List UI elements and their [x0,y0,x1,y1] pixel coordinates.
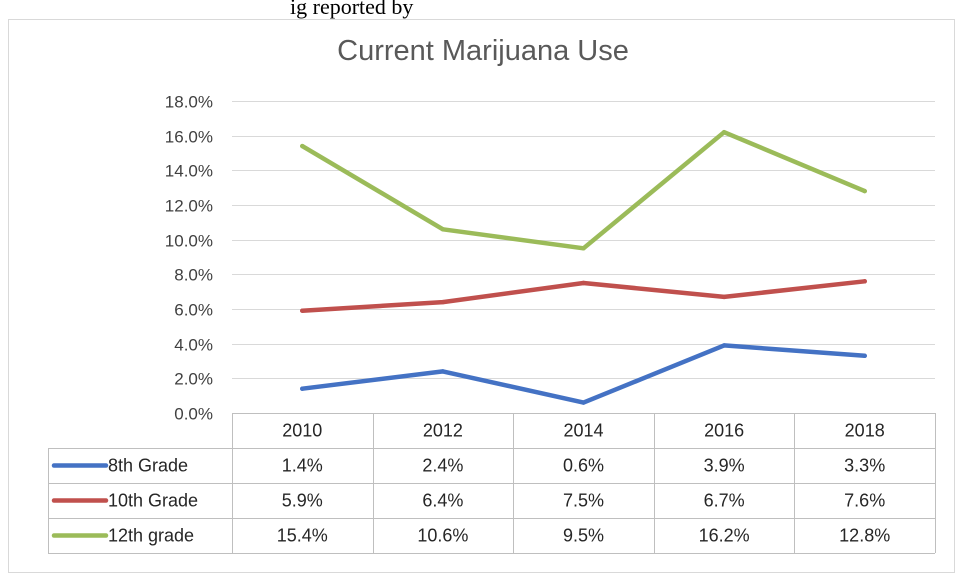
x-category-label: 2012 [423,421,463,441]
data-value-cell: 9.5% [563,526,604,546]
y-tick-label: 14.0% [165,162,213,181]
data-table: 2010 2012 2014 2016 2018 8th Grade 1.4% 2.4% 0.6… [48,413,936,554]
data-value-cell: 2.4% [422,456,463,476]
data-value-cell: 6.4% [422,491,463,511]
data-point [300,386,305,391]
data-value-cell: 3.9% [704,456,745,476]
data-point [440,227,446,232]
data-point [300,308,305,313]
x-category-label: 2014 [563,421,603,441]
y-tick-label: 10.0% [165,232,213,251]
data-point [721,130,727,135]
data-point [862,188,867,194]
x-category-label: 2018 [845,421,885,441]
data-value-cell: 12.8% [839,526,890,546]
data-point [862,353,867,358]
caption-fragment: ig reported by [290,0,413,19]
gridlines [232,101,935,379]
series-name-label: 10th Grade [108,491,198,511]
y-tick-label: 6.0% [174,301,213,320]
y-tick-label: 0.0% [174,405,213,424]
series-lines [300,129,867,405]
data-point [581,246,586,251]
y-tick-label: 2.0% [174,370,213,389]
y-tick-label: 12.0% [165,197,213,216]
data-value-cell: 0.6% [563,456,604,476]
data-value-cell: 1.4% [282,456,323,476]
data-value-cell: 16.2% [699,526,750,546]
data-value-cell: 6.7% [704,491,745,511]
x-category-label: 2010 [282,421,322,441]
data-point [581,280,586,286]
data-point [721,343,727,348]
y-tick-label: 8.0% [174,266,213,285]
y-axis-tick-labels: 0.0% 2.0% 4.0% 6.0% 8.0% 10.0% 12.0% 14.0% 16.0%… [165,93,213,424]
data-value-cell: 7.6% [844,491,885,511]
data-value-cell: 7.5% [563,491,604,511]
data-point [862,279,867,284]
data-point [440,299,446,305]
y-tick-label: 18.0% [165,93,213,112]
data-value-cell: 3.3% [844,456,885,476]
data-point [721,294,727,300]
chart-title: Current Marijuana Use [337,35,629,67]
data-value-cell: 15.4% [277,526,328,546]
y-tick-label: 4.0% [174,336,213,355]
series-name-label: 12th grade [108,526,194,546]
y-tick-label: 16.0% [165,128,213,147]
data-value-cell: 10.6% [417,526,468,546]
data-point [440,369,446,374]
data-value-cell: 5.9% [282,491,323,511]
series-name-label: 8th Grade [108,456,188,476]
x-category-label: 2016 [704,421,744,441]
data-point [300,143,305,149]
data-point [581,400,586,405]
